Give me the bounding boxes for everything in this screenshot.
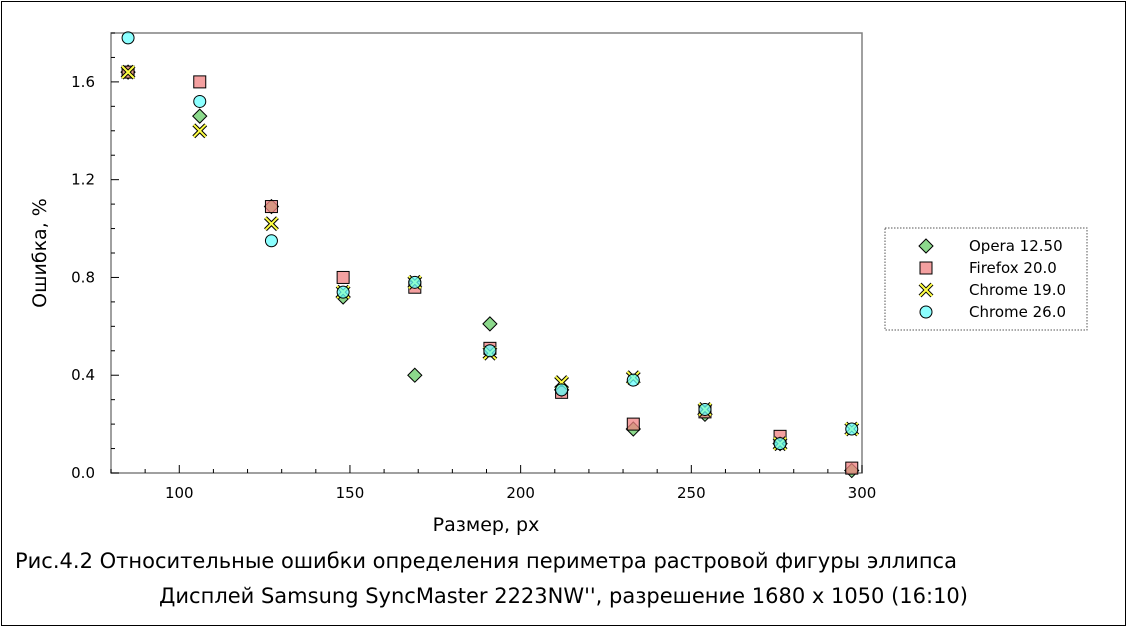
series-circle (121, 31, 859, 451)
data-point-diamond (192, 108, 208, 124)
data-point-diamond (407, 367, 423, 383)
y-axis-label: Ошибка, % (29, 198, 51, 308)
data-point-circle (845, 422, 859, 436)
x-tick-label: 250 (677, 484, 706, 502)
data-point-square (193, 75, 207, 89)
legend: Opera 12.50 Firefox 20.0 Chrome 19.0 Chrome… (884, 227, 1088, 331)
x-tick-label: 100 (165, 484, 194, 502)
legend-box (884, 227, 1088, 331)
data-point-circle (408, 275, 422, 289)
legend-marker-square (919, 261, 933, 275)
data-point-x (192, 123, 208, 139)
legend-marker-diamond (918, 238, 934, 254)
data-point-circle (773, 437, 787, 451)
caption-line-2: Дисплей Samsung SyncMaster 2223NW'', раз… (158, 584, 968, 608)
x-tick-label: 300 (848, 484, 877, 502)
x-tick-label: 200 (506, 484, 535, 502)
data-point-circle (698, 402, 712, 416)
x-axis-label: Размер, px (433, 514, 540, 536)
data-point-circle (264, 234, 278, 248)
data-point-square (264, 200, 278, 214)
legend-label: Opera 12.50 (969, 237, 1063, 255)
data-point-circle (483, 344, 497, 358)
figure-caption: Рис.4.2 Относительные ошибки определения… (0, 544, 1127, 614)
data-point-diamond (482, 316, 498, 332)
legend-marker-x (918, 282, 934, 298)
data-point-circle (121, 31, 135, 45)
axis-ticks: 100 150 200 250 300 0.0 0.4 0.8 1.2 1.6 (71, 32, 877, 502)
data-point-circle (193, 94, 207, 108)
data-point-x (264, 216, 279, 232)
y-tick-label: 0.4 (71, 366, 95, 384)
y-tick-label: 0.8 (71, 268, 95, 286)
plot-area (110, 32, 863, 474)
data-point-circle (555, 383, 569, 397)
legend-marker-circle (919, 305, 933, 319)
data-point-square (626, 417, 640, 431)
data-point-square (845, 461, 859, 475)
legend-label: Chrome 26.0 (969, 303, 1066, 321)
data-marks (120, 31, 860, 479)
y-tick-label: 1.2 (71, 171, 95, 189)
data-point-circle (626, 373, 640, 387)
data-point-x (120, 64, 136, 80)
y-tick-label: 1.6 (71, 73, 95, 91)
legend-label: Chrome 19.0 (969, 281, 1066, 299)
legend-label: Firefox 20.0 (969, 259, 1057, 277)
caption-line-1: Рис.4.2 Относительные ошибки определения… (15, 549, 957, 573)
y-tick-label: 0.0 (71, 464, 95, 482)
data-point-circle (336, 285, 350, 299)
x-tick-label: 150 (336, 484, 365, 502)
data-point-square (336, 270, 350, 284)
